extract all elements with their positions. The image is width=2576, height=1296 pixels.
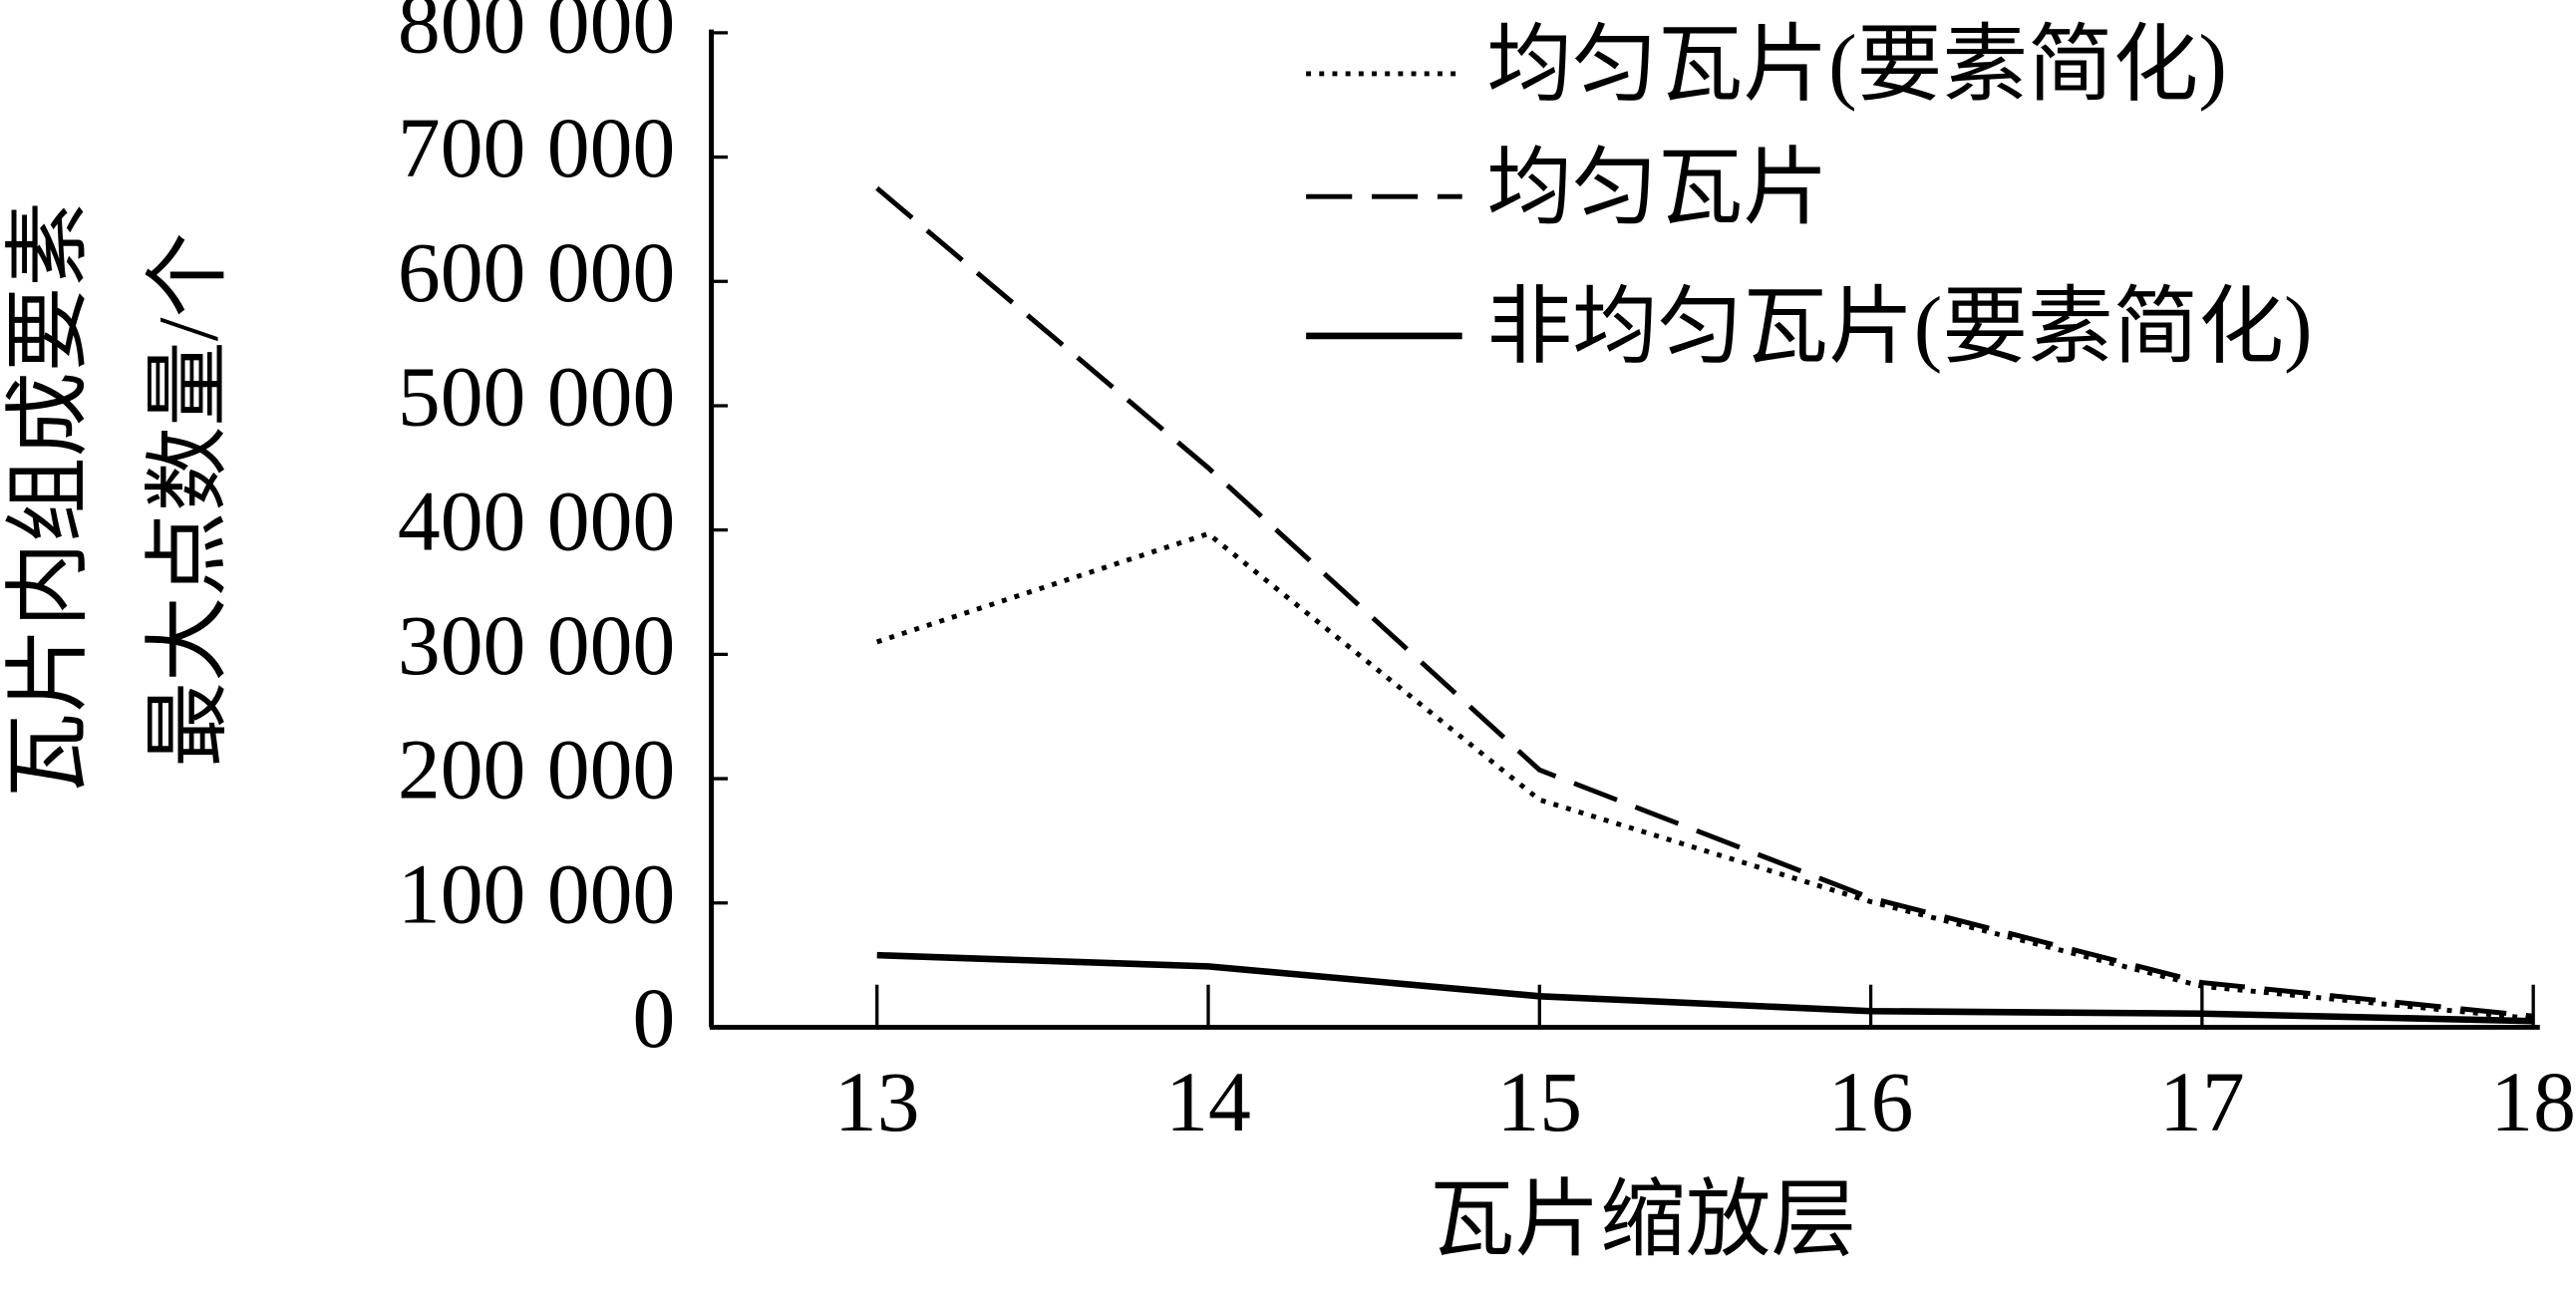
legend-label: 非均匀瓦片(要素简化)	[1486, 280, 2312, 375]
y-tick-label: 700 000	[398, 101, 675, 195]
x-axis-label: 瓦片缩放层	[1430, 1172, 1856, 1267]
x-tick-label: 18	[2490, 1055, 2576, 1149]
y-axis-label: 瓦片内组成要素	[1, 201, 96, 798]
y-tick-label: 400 000	[398, 474, 675, 568]
series-line	[875, 530, 2534, 1022]
x-tick-label: 16	[1828, 1055, 1914, 1149]
y-tick-label: 600 000	[398, 225, 675, 320]
x-tick-label: 17	[2159, 1055, 2245, 1149]
y-tick-label: 500 000	[398, 350, 675, 445]
x-tick-label: 13	[834, 1055, 920, 1149]
x-tick-label: 15	[1496, 1055, 1582, 1149]
series-line	[876, 951, 2534, 1025]
y-tick-label: 800 000	[398, 0, 675, 71]
series-line	[875, 185, 2534, 1019]
y-tick-label: 100 000	[398, 846, 675, 941]
y-tick-label: 300 000	[398, 598, 675, 693]
legend-label: 均匀瓦片(要素简化)	[1486, 18, 2227, 113]
y-tick-label: 0	[632, 971, 675, 1066]
x-tick-label: 14	[1165, 1055, 1251, 1149]
y-tick-label: 200 000	[398, 723, 675, 817]
legend-label: 均匀瓦片	[1486, 141, 1828, 235]
y-axis-label: 最大点数量/个	[141, 232, 235, 767]
